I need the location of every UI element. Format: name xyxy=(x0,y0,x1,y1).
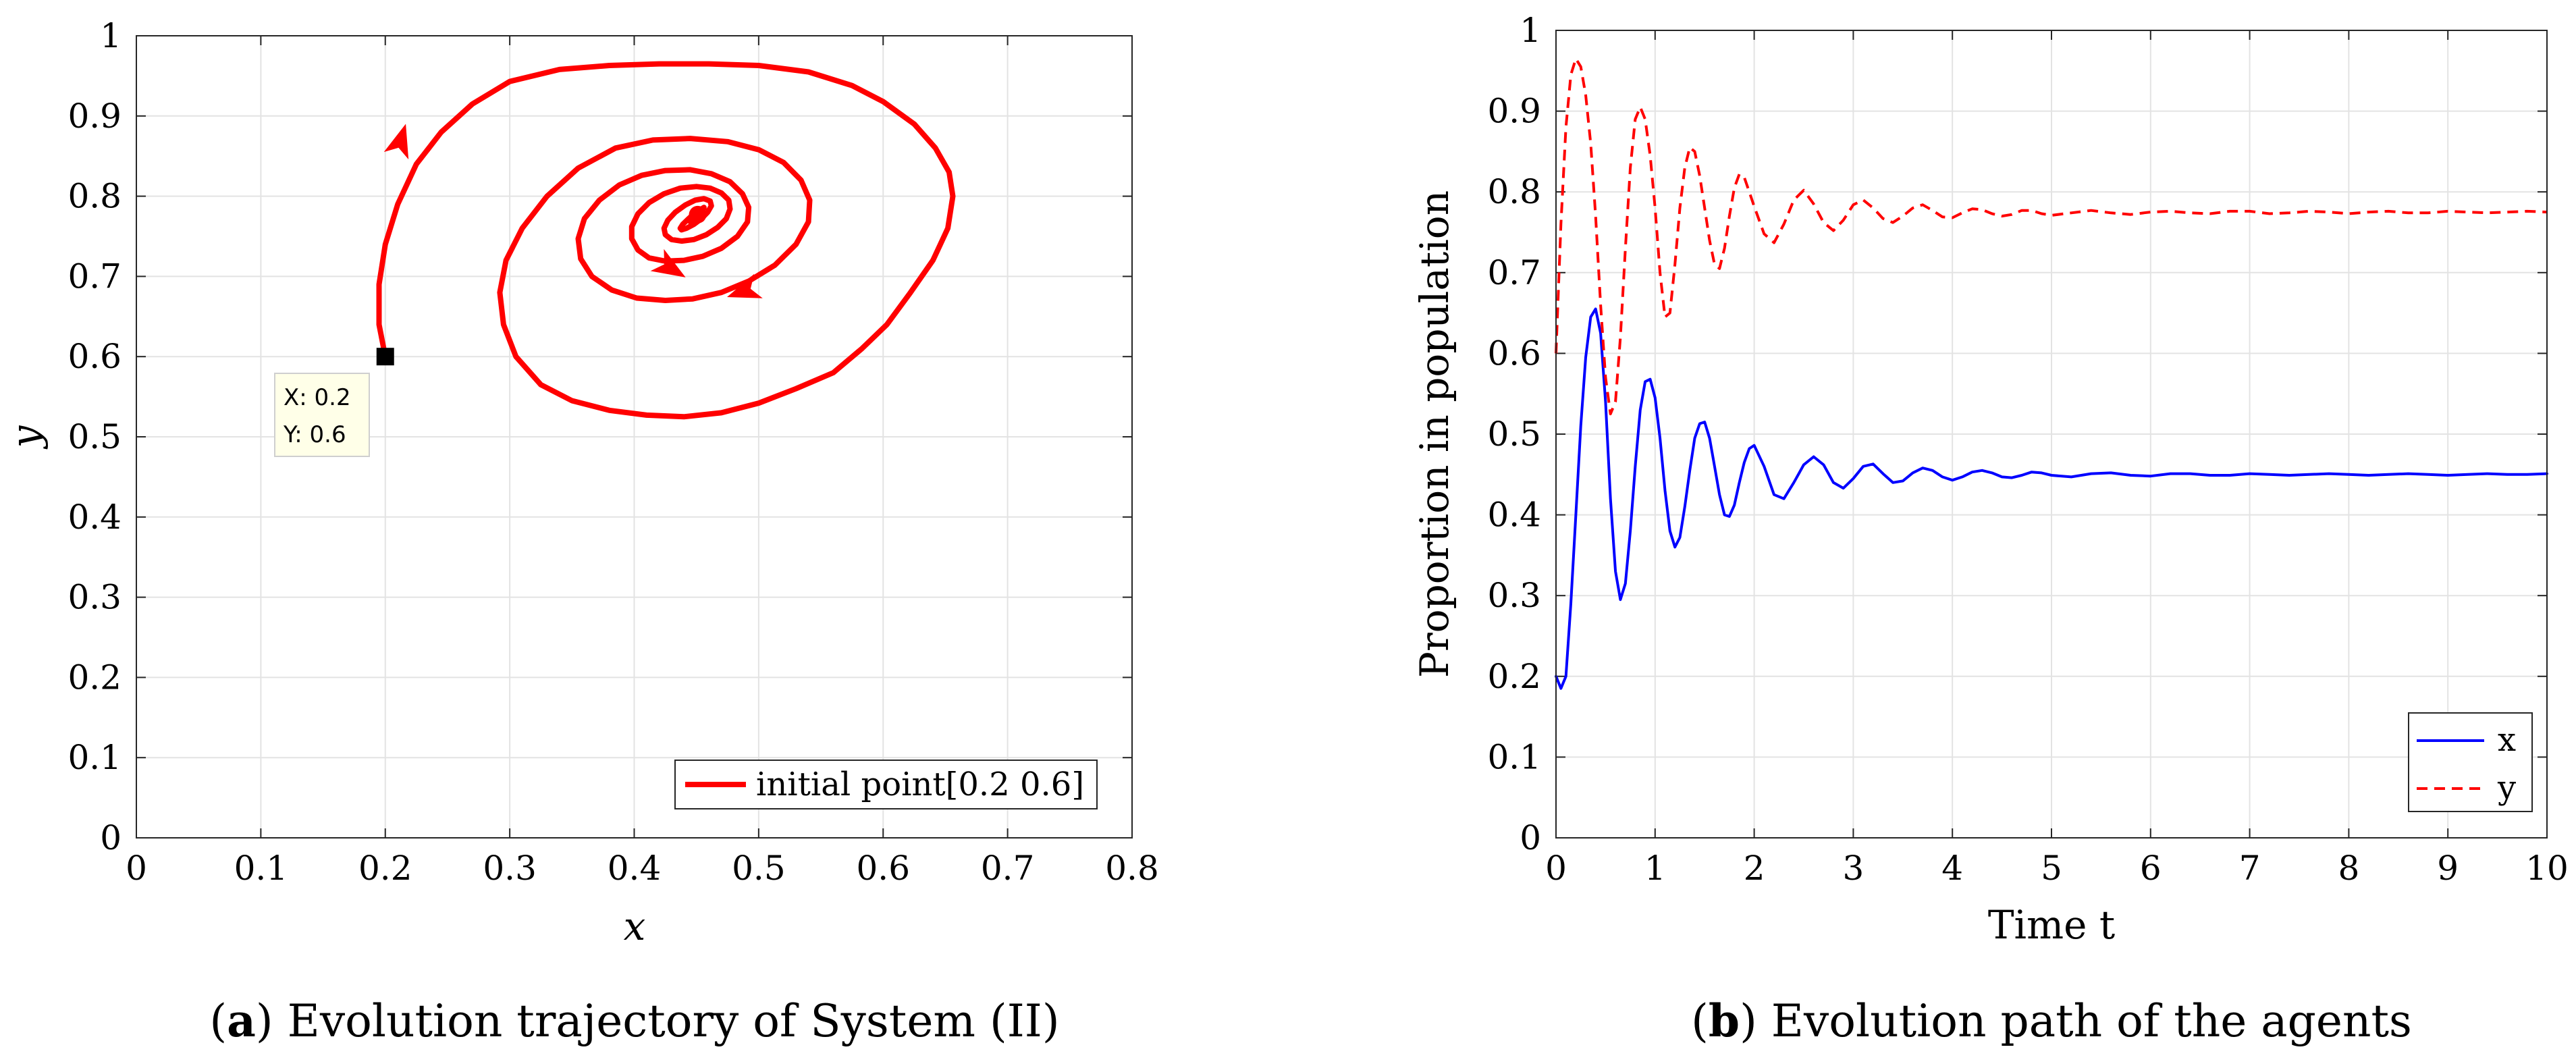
grid-b xyxy=(1555,30,2548,839)
y-axis-label-a: y xyxy=(3,425,49,450)
x-tick-label: 0 xyxy=(126,849,147,888)
y-tick-label: 0.7 xyxy=(1487,253,1541,292)
y-tick-label: 0.9 xyxy=(68,97,122,136)
datatip-y: Y: 0.6 xyxy=(283,421,346,448)
x-tick-label: 0.5 xyxy=(732,849,786,888)
x-tick-label: 7 xyxy=(2239,849,2261,888)
y-tick-label: 1 xyxy=(1520,11,1541,50)
y-tick-label: 0.2 xyxy=(1487,657,1541,696)
axes-box-a xyxy=(136,35,1133,839)
series-b xyxy=(1555,57,2548,690)
caption-a: (a) Evolution trajectory of System (II) xyxy=(209,994,1059,1047)
y-tick-label: 0 xyxy=(1520,818,1541,857)
datatip-x: X: 0.2 xyxy=(284,384,351,411)
x-tick-label: 10 xyxy=(2525,849,2569,888)
y-tick-label: 0.8 xyxy=(1487,172,1541,211)
x-tick-label: 0.4 xyxy=(608,849,662,888)
x-axis-label-b: Time t xyxy=(1988,902,2115,948)
x-tick-label: 9 xyxy=(2437,849,2459,888)
caption-a-text: Evolution trajectory of System (II) xyxy=(288,995,1060,1047)
axes-box-b xyxy=(1555,30,2548,839)
y-tick-label: 0 xyxy=(100,818,122,857)
legend-a[interactable]: initial point[0.2 0.6] xyxy=(674,760,1098,809)
y-tick-label: 0.5 xyxy=(68,417,122,456)
legend-label-y: y xyxy=(2497,769,2516,807)
panel-a: 0 0.1 0.2 0.3 0.4 0.5 0.6 0.7 0.8 0 0.1 0.2 0.3 0.4 0.… xyxy=(3,16,1159,1047)
y-tick-label: 0.5 xyxy=(1487,415,1541,454)
trajectory-arrowhead xyxy=(383,124,409,160)
legend-label-initial-point: initial point[0.2 0.6] xyxy=(756,766,1084,803)
y-tick-label: 1 xyxy=(100,16,122,55)
legend-b[interactable]: x y xyxy=(2408,712,2533,812)
start-point-marker[interactable] xyxy=(376,348,394,366)
x-tick-label: 5 xyxy=(2041,849,2062,888)
y-tick-label: 0.1 xyxy=(68,738,122,777)
caption-a-label: a xyxy=(227,994,256,1047)
y-tick-label: 0.9 xyxy=(1487,92,1541,131)
caption-b: (b) Evolution path of the agents xyxy=(1691,994,2412,1047)
panel-b: 0 1 2 3 4 5 6 7 8 9 10 0 0.1 0.2 0.3 0.4 0.5 0.6 0.7 0.8 0.9… xyxy=(1412,11,2569,1047)
ticks-a: 0 0.1 0.2 0.3 0.4 0.5 0.6 0.7 0.8 0 0.1 0.2 0.3 0.4 0.… xyxy=(68,16,1158,888)
equilibrium-point xyxy=(689,205,707,223)
annotations-a: X: 0.2 Y: 0.6 xyxy=(274,124,763,457)
x-tick-label: 2 xyxy=(1744,849,1765,888)
y-tick-label: 0.8 xyxy=(68,177,122,216)
y-tick-label: 0.7 xyxy=(68,257,122,296)
series-line-x[interactable] xyxy=(1555,307,2548,690)
legend-box-b xyxy=(2408,712,2533,812)
y-tick-label: 0.3 xyxy=(68,578,122,617)
x-tick-label: 0 xyxy=(1545,849,1567,888)
caption-b-label: b xyxy=(1709,994,1740,1047)
x-axis-label-a: x xyxy=(624,903,646,949)
trajectory-arrowhead xyxy=(726,273,763,298)
y-tick-label: 0.3 xyxy=(1487,576,1541,615)
legend-label-x: x xyxy=(2498,721,2516,759)
datatip-box xyxy=(274,373,370,457)
y-tick-label: 0.6 xyxy=(1487,334,1541,373)
datatip[interactable]: X: 0.2 Y: 0.6 xyxy=(274,373,370,457)
y-tick-label: 0.1 xyxy=(1487,737,1541,776)
caption-b-text: Evolution path of the agents xyxy=(1771,995,2412,1047)
x-tick-label: 0.6 xyxy=(856,849,910,888)
series-a xyxy=(376,61,956,420)
x-tick-label: 3 xyxy=(1842,849,1864,888)
x-tick-label: 0.2 xyxy=(358,849,412,888)
y-tick-label: 0.4 xyxy=(68,498,122,537)
y-tick-label: 0.4 xyxy=(1487,496,1541,535)
y-tick-label: 0.6 xyxy=(68,337,122,376)
series-line-initial-point-0-2-0-6[interactable] xyxy=(376,61,956,420)
trajectory-arrowhead xyxy=(650,248,686,277)
x-tick-label: 0.7 xyxy=(981,849,1035,888)
x-tick-label: 6 xyxy=(2140,849,2162,888)
series-line-y[interactable] xyxy=(1555,57,2548,416)
x-tick-label: 8 xyxy=(2338,849,2359,888)
x-tick-label: 0.3 xyxy=(483,849,537,888)
y-tick-label: 0.2 xyxy=(68,658,122,697)
x-tick-label: 0.8 xyxy=(1105,849,1159,888)
x-tick-label: 1 xyxy=(1644,849,1666,888)
y-axis-label-b: Proportion in population xyxy=(1412,190,1457,678)
x-tick-label: 4 xyxy=(1941,849,1963,888)
x-tick-label: 0.1 xyxy=(234,849,288,888)
